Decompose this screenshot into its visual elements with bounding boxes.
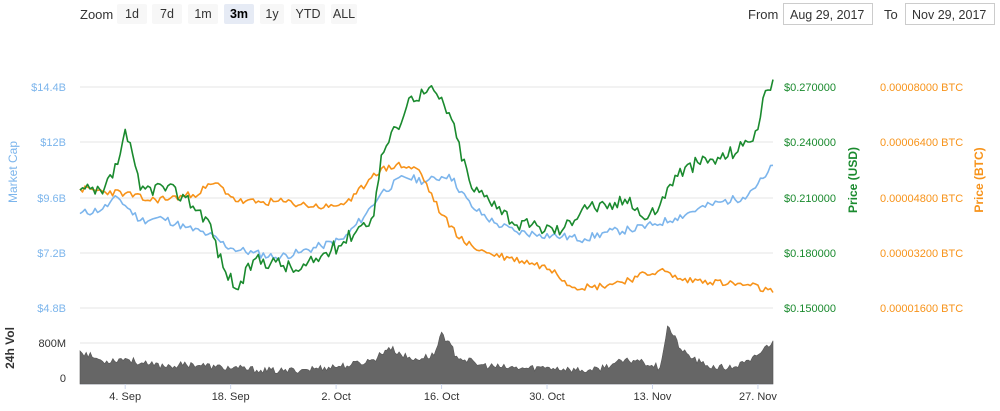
zoom-button-3m[interactable]: 3m [224, 4, 254, 24]
x-tick-label: 30. Oct [529, 391, 564, 403]
price-usd-tick-label: $0.240000 [784, 137, 836, 149]
market-cap-tick-label: $9.6B [37, 193, 66, 205]
price-btc-tick-label: 0.00004800 BTC [880, 193, 963, 205]
plot-area [79, 79, 774, 293]
axis-labels: Market Cap Price (USD) Price (BTC) 24h V… [3, 141, 986, 369]
volume-axis-title: 24h Vol [3, 327, 17, 369]
price-btc-line [79, 161, 774, 293]
volume-area [79, 325, 774, 385]
from-label: From [748, 7, 779, 22]
market-cap-tick-label: $14.4B [31, 82, 66, 94]
x-axis-ticks: 4. Sep 18. Sep 2. Oct 16. Oct 30. Oct 13. Nov… [109, 384, 777, 403]
market-cap-tick-label: $4.8B [37, 303, 66, 315]
zoom-button-ytd[interactable]: YTD [291, 4, 325, 24]
volume-tick-label: 800M [38, 338, 66, 350]
zoom-button-1m[interactable]: 1m [188, 4, 218, 24]
x-tick-label: 13. Nov [634, 391, 672, 403]
price-usd-line [79, 79, 774, 291]
market-cap-line [79, 164, 774, 262]
market-cap-tick-label: $12B [40, 137, 66, 149]
to-label: To [884, 7, 898, 22]
price-btc-axis-title: Price (BTC) [972, 147, 986, 212]
price-usd-tick-label: $0.180000 [784, 248, 836, 260]
price-usd-tick-label: $0.150000 [784, 303, 836, 315]
zoom-button-all[interactable]: ALL [331, 4, 357, 24]
x-tick-label: 4. Sep [109, 391, 141, 403]
price-btc-tick-label: 0.00001600 BTC [880, 303, 963, 315]
price-btc-tick-label: 0.00006400 BTC [880, 137, 963, 149]
x-tick-label: 2. Oct [321, 391, 350, 403]
zoom-button-7d[interactable]: 7d [152, 4, 182, 24]
market-cap-tick-label: $7.2B [37, 248, 66, 260]
price-btc-tick-label: 0.00008000 BTC [880, 82, 963, 94]
price-btc-tick-label: 0.00003200 BTC [880, 248, 963, 260]
from-date-input[interactable]: Aug 29, 2017 [783, 3, 873, 25]
axis-ticks: $4.8B $7.2B $9.6B $12B $14.4B $0.150000 $0.180… [31, 82, 963, 385]
price-usd-tick-label: $0.270000 [784, 82, 836, 94]
zoom-button-1y[interactable]: 1y [260, 4, 284, 24]
volume-tick-label: 0 [60, 373, 66, 385]
zoom-label: Zoom [80, 7, 114, 22]
x-tick-label: 18. Sep [212, 391, 250, 403]
x-tick-label: 27. Nov [739, 391, 777, 403]
zoom-button-1d[interactable]: 1d [117, 4, 147, 24]
chart-toolbar: Zoom 1d 7d 1m 3m 1y YTD ALL From Aug 29, 2017 … [0, 0, 1000, 30]
to-date-input[interactable]: Nov 29, 2017 [905, 3, 995, 25]
x-tick-label: 16. Oct [424, 391, 459, 403]
volume-bars [79, 325, 774, 385]
market-cap-axis-title: Market Cap [6, 141, 20, 203]
price-usd-tick-label: $0.210000 [784, 193, 836, 205]
price-usd-axis-title: Price (USD) [846, 147, 860, 213]
